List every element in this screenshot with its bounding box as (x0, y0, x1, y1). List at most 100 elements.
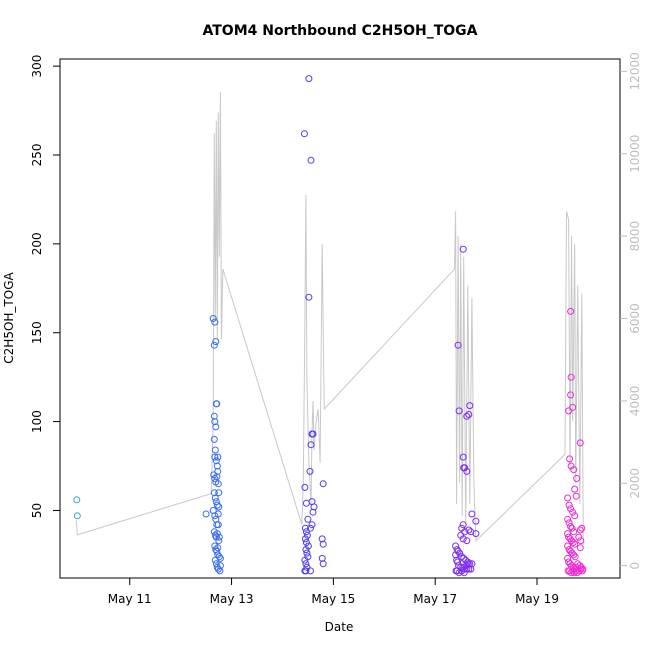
data-point (211, 475, 219, 482)
data-point (576, 526, 584, 534)
data-point (307, 567, 314, 575)
series-3 (300, 75, 327, 575)
y2-tick-label: 2000 (628, 468, 642, 499)
data-point (214, 544, 222, 552)
data-point (213, 530, 221, 538)
data-point (307, 524, 314, 532)
data-point (564, 494, 572, 502)
data-point (566, 455, 574, 463)
data-point (214, 453, 222, 461)
x-axis-label: Date (325, 620, 354, 634)
data-point (567, 391, 575, 399)
data-point (564, 542, 572, 550)
data-point (319, 480, 327, 488)
data-point (575, 567, 583, 575)
data-point (464, 560, 472, 568)
y-axis: 50 100 150 200 250 300 (30, 55, 60, 518)
data-point (463, 412, 471, 420)
data-point (214, 480, 222, 488)
data-point (571, 540, 579, 548)
data-point (215, 533, 223, 541)
data-point (302, 539, 310, 546)
data-point (301, 524, 309, 532)
data-point (454, 558, 462, 566)
data-point (460, 569, 468, 577)
data-point (303, 549, 311, 557)
data-point (305, 75, 313, 83)
data-point (212, 423, 220, 431)
data-point (569, 508, 577, 516)
data-point (309, 508, 317, 516)
x-tick-label: May 11 (108, 592, 152, 606)
data-point (202, 510, 210, 518)
data-point (569, 567, 577, 575)
series-2 (202, 315, 224, 575)
data-point (570, 466, 578, 474)
data-point (577, 537, 585, 545)
data-point (570, 528, 578, 536)
data-point (302, 567, 310, 575)
data-point (459, 521, 467, 529)
data-point (472, 517, 480, 525)
data-point (567, 373, 575, 381)
data-point (304, 515, 312, 523)
data-point (213, 462, 221, 470)
data-point (461, 464, 469, 472)
data-point (318, 535, 326, 543)
data-point (73, 512, 81, 520)
plot-frame (59, 58, 621, 579)
data-point (573, 475, 581, 482)
data-point (307, 441, 315, 449)
data-point (319, 560, 327, 568)
chart-title: ATOM4 Northbound C2H5OH_TOGA (203, 23, 478, 39)
data-point (460, 554, 468, 562)
data-point (458, 553, 466, 561)
data-point (463, 467, 471, 475)
data-point (574, 560, 582, 568)
points-layer (73, 75, 587, 577)
data-point (73, 496, 81, 504)
data-point (216, 567, 224, 575)
data-point (570, 551, 578, 559)
data-point (209, 315, 217, 322)
data-point (309, 430, 317, 438)
data-point (569, 403, 577, 411)
data-point (463, 537, 471, 545)
data-point (472, 530, 480, 538)
data-point (305, 293, 313, 301)
y-tick-label: 300 (30, 55, 44, 78)
y-tick-label: 200 (30, 232, 44, 255)
data-point (302, 528, 310, 536)
y2-tick-label: 12000 (628, 52, 642, 90)
data-point (569, 539, 577, 546)
y2-tick-label: 10000 (628, 135, 642, 173)
data-point (212, 338, 220, 346)
data-point (462, 562, 470, 570)
data-point (455, 407, 463, 415)
data-point (211, 418, 219, 426)
data-point (459, 453, 467, 461)
data-point (210, 341, 218, 349)
data-point (452, 551, 460, 559)
data-point (213, 400, 221, 408)
data-point (212, 457, 220, 465)
data-point (304, 553, 312, 561)
data-point (310, 503, 318, 511)
data-point (308, 521, 316, 529)
data-point (213, 473, 221, 481)
data-point (468, 510, 476, 518)
data-point (303, 563, 311, 571)
data-point (213, 501, 221, 509)
data-point (571, 485, 579, 493)
data-point (567, 523, 575, 530)
data-point (459, 535, 467, 543)
data-point (307, 156, 315, 164)
data-point (456, 549, 464, 557)
y-tick-label: 250 (30, 144, 44, 167)
data-point (301, 535, 309, 543)
data-point (572, 492, 580, 500)
data-point (214, 565, 222, 573)
x-tick-label: May 15 (311, 592, 355, 606)
data-point (215, 503, 223, 511)
